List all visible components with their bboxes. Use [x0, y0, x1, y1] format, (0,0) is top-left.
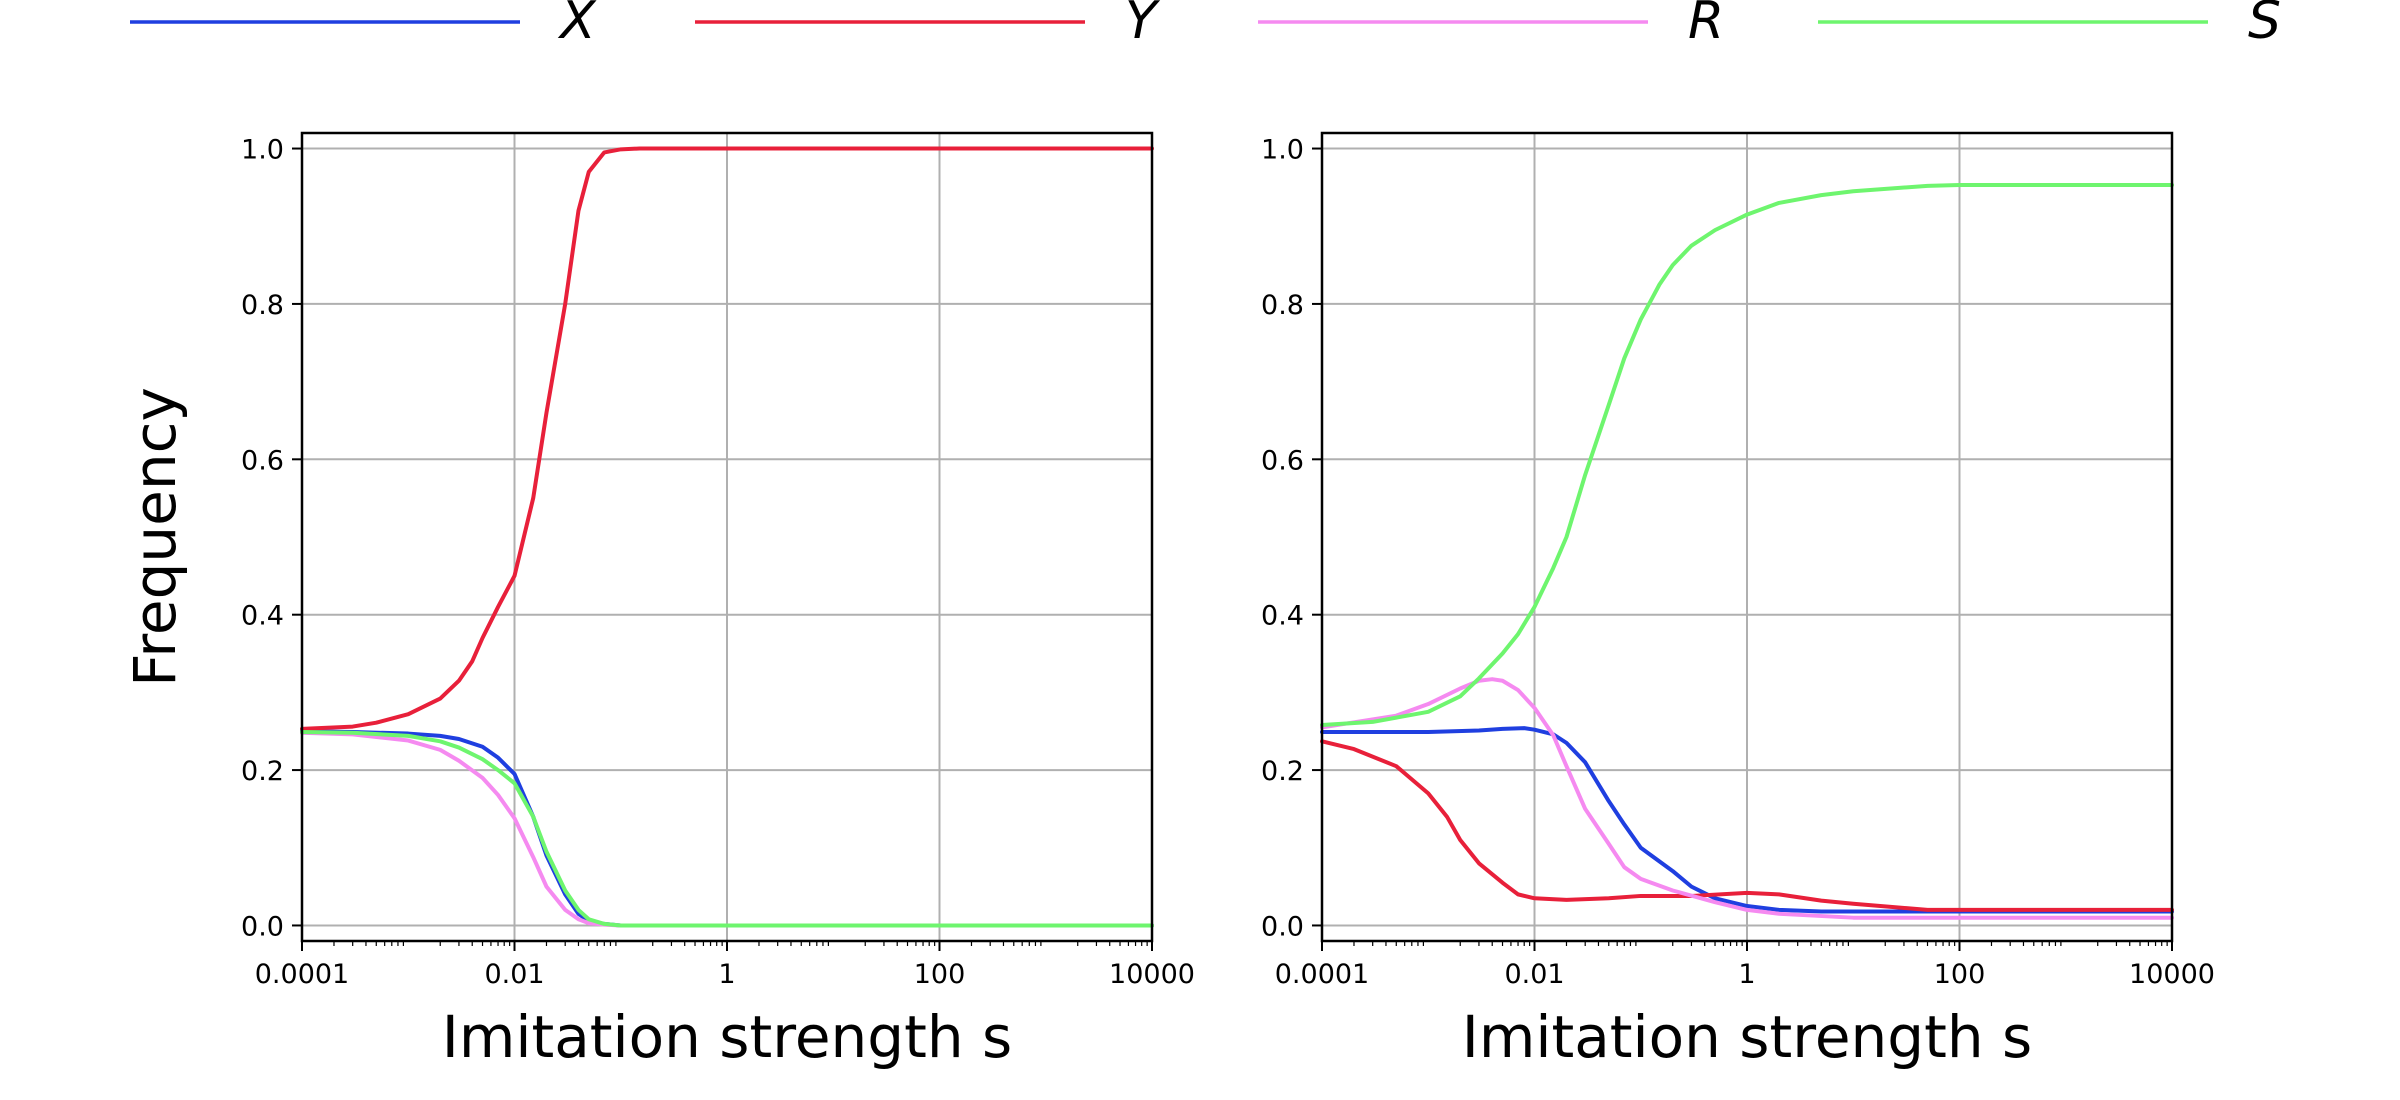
left-x-tick-label: 0.01 — [484, 959, 544, 990]
left-y-tick-label: 0.8 — [241, 290, 284, 321]
chart-right: 0.0001 0.01 1 100 10000 0.0 0.2 0.4 0.6 0.8 1.0 Im… — [1261, 131, 2215, 1071]
right-y-tick-label: 0.6 — [1261, 445, 1304, 476]
left-x-tick-label: 1 — [718, 959, 735, 990]
right-x-tick-label: 10000 — [2129, 959, 2215, 990]
right-y-tick-label: 0.4 — [1261, 601, 1304, 632]
left-x-axis-title: Imitation strength s — [442, 1003, 1012, 1071]
left-y-axis-title: Frequency — [121, 387, 189, 687]
left-ticks: 0.0001 0.01 1 100 10000 0.0 0.2 0.4 0.6 0.8 1.0 — [241, 135, 1195, 990]
right-x-axis-title: Imitation strength s — [1462, 1003, 2032, 1071]
legend-label-r: R — [1688, 0, 1724, 51]
right-x-tick-label: 0.01 — [1504, 959, 1564, 990]
right-y-tick-label: 0.2 — [1261, 756, 1304, 787]
left-y-tick-label: 0.4 — [241, 601, 284, 632]
right-series-line-x — [1320, 726, 2174, 914]
legend-label-s: S — [2248, 0, 2281, 51]
left-series — [300, 146, 1154, 928]
left-x-tick-label: 0.0001 — [255, 959, 349, 990]
right-series — [1320, 183, 2174, 920]
right-y-tick-label: 0.0 — [1261, 911, 1304, 942]
left-x-tick-label: 100 — [914, 959, 966, 990]
right-y-tick-label: 1.0 — [1261, 135, 1304, 166]
legend: X Y R S — [130, 0, 2281, 51]
legend-label-y: Y — [1125, 0, 1161, 51]
right-series-line-y — [1320, 739, 2174, 912]
left-x-tick-label: 10000 — [1109, 959, 1195, 990]
legend-label-x: X — [557, 0, 597, 51]
left-series-line-s — [300, 730, 1154, 928]
left-series-line-y — [300, 146, 1154, 731]
right-x-tick-label: 0.0001 — [1275, 959, 1369, 990]
left-y-tick-label: 0.6 — [241, 445, 284, 476]
right-x-tick-label: 1 — [1738, 959, 1755, 990]
left-y-tick-label: 0.0 — [241, 911, 284, 942]
right-ticks: 0.0001 0.01 1 100 10000 0.0 0.2 0.4 0.6 0.8 1.0 — [1261, 135, 2215, 990]
chart-left: 0.0001 0.01 1 100 10000 0.0 0.2 0.4 0.6 0.8 1.0 Fr… — [121, 131, 1195, 1071]
right-series-line-s — [1320, 183, 2174, 728]
right-x-tick-label: 100 — [1934, 959, 1986, 990]
left-y-tick-label: 1.0 — [241, 135, 284, 166]
right-y-tick-label: 0.8 — [1261, 290, 1304, 321]
left-y-tick-label: 0.2 — [241, 756, 284, 787]
